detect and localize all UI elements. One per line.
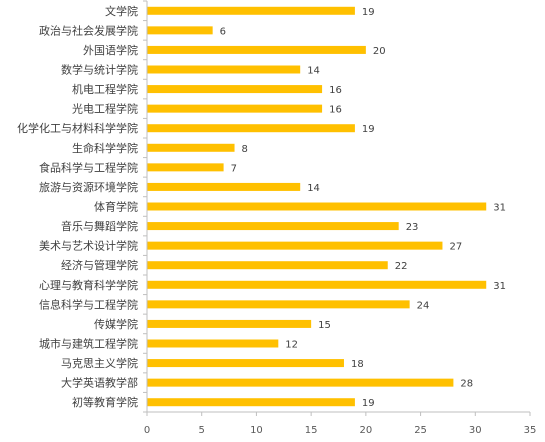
value-label: 16	[329, 105, 342, 116]
bar	[147, 359, 344, 368]
category-label: 食品科学与工程学院	[39, 160, 138, 174]
bar	[147, 124, 355, 133]
bar	[147, 398, 355, 407]
bar	[147, 104, 323, 113]
bar	[147, 222, 399, 231]
category-label: 经济与管理学院	[61, 258, 138, 272]
category-label: 光电工程学院	[72, 102, 138, 116]
value-label: 27	[449, 242, 462, 253]
value-label: 14	[307, 66, 320, 77]
category-label: 初等教育学院	[72, 395, 138, 409]
category-label: 生命科学学院	[72, 141, 138, 155]
bar	[147, 65, 301, 74]
value-label: 8	[242, 144, 248, 155]
category-label: 音乐与舞蹈学院	[61, 219, 138, 233]
value-label: 18	[351, 359, 364, 370]
category-label: 文学院	[105, 4, 138, 18]
labels-layer: 文学院 19 政治与社会发展学院 6 外国语学院 20 数学与统计学院 14 机电工程学院 16 光…	[17, 4, 536, 436]
x-tick-label: 0	[144, 425, 150, 436]
x-tick-label: 30	[469, 425, 482, 436]
bar	[147, 182, 301, 191]
category-label: 外国语学院	[83, 43, 138, 57]
bar	[147, 85, 323, 94]
category-label: 数学与统计学院	[61, 63, 138, 77]
bar	[147, 300, 410, 309]
category-label: 信息科学与工程学院	[39, 297, 138, 311]
x-tick-label: 35	[524, 425, 537, 436]
category-label: 旅游与资源环境学院	[39, 180, 138, 194]
category-label: 体育学院	[94, 200, 138, 214]
value-label: 31	[493, 281, 506, 292]
bars-layer	[147, 6, 487, 407]
category-label: 美术与艺术设计学院	[39, 239, 138, 253]
value-label: 28	[460, 379, 473, 390]
bar	[147, 378, 454, 387]
bar	[147, 280, 487, 289]
category-label: 政治与社会发展学院	[39, 23, 138, 37]
x-tick-label: 5	[199, 425, 205, 436]
value-label: 16	[329, 85, 342, 96]
bar	[147, 241, 443, 250]
category-label: 大学英语教学部	[61, 376, 138, 390]
bar	[147, 319, 312, 328]
bar	[147, 202, 487, 211]
category-label: 心理与教育科学学院	[39, 278, 138, 292]
x-tick-label: 15	[305, 425, 318, 436]
bar	[147, 26, 213, 35]
bar	[147, 339, 279, 348]
x-tick-label: 25	[414, 425, 427, 436]
value-label: 19	[362, 7, 375, 18]
category-label: 机电工程学院	[72, 82, 138, 96]
value-label: 22	[395, 261, 408, 272]
value-label: 14	[307, 183, 320, 194]
value-label: 12	[285, 340, 298, 351]
value-label: 19	[362, 398, 375, 409]
bar	[147, 261, 388, 270]
value-label: 6	[220, 26, 226, 37]
bar	[147, 6, 355, 15]
x-tick-label: 10	[250, 425, 263, 436]
x-tick-label: 20	[359, 425, 372, 436]
bar	[147, 163, 224, 172]
bar	[147, 45, 366, 54]
axis-layer	[143, 0, 531, 416]
value-label: 20	[373, 46, 386, 57]
category-label: 城市与建筑工程学院	[39, 337, 138, 351]
category-label: 化学化工与材料科学学院	[17, 121, 138, 135]
value-label: 15	[318, 320, 331, 331]
category-label: 马克思主义学院	[61, 356, 138, 370]
value-label: 7	[231, 163, 237, 174]
value-label: 31	[493, 203, 506, 214]
value-label: 19	[362, 124, 375, 135]
value-label: 24	[417, 300, 430, 311]
category-label: 传媒学院	[94, 317, 138, 331]
bar	[147, 143, 235, 152]
value-label: 23	[406, 222, 419, 233]
